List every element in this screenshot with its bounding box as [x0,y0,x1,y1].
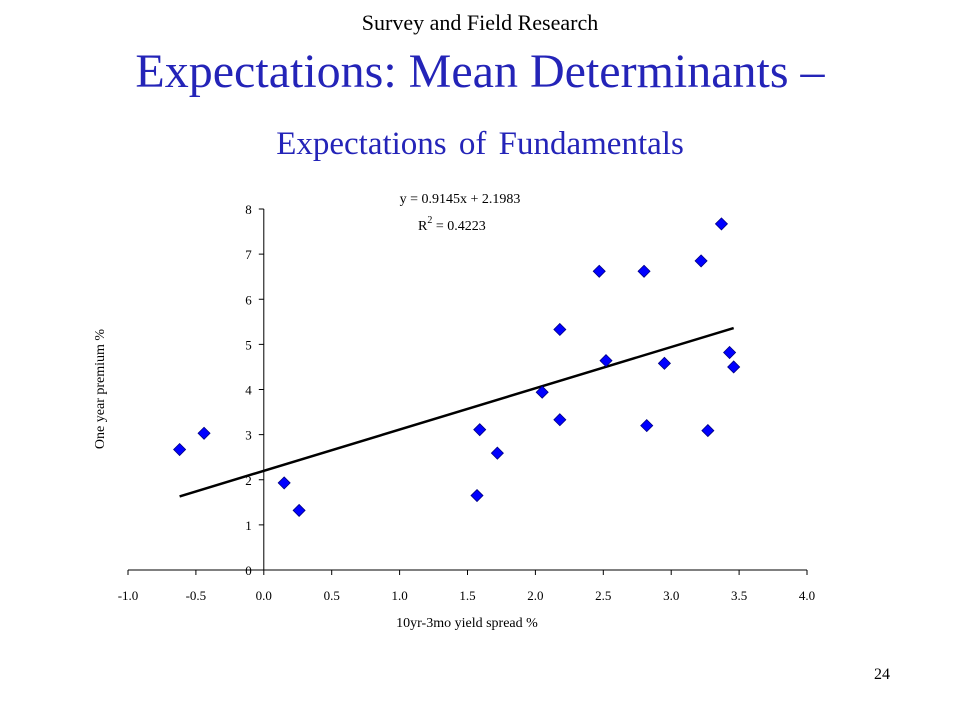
data-point [473,423,487,437]
x-tick-label: 0.5 [324,588,340,603]
x-tick-label: 2.5 [595,588,611,603]
y-tick-label: 7 [245,247,252,262]
data-point [292,503,306,518]
r-squared-exponent: 2 [427,215,432,226]
data-point [553,413,567,427]
data-points [173,217,741,518]
y-tick-label: 1 [245,518,252,533]
y-tick-label: 6 [245,292,252,307]
data-point [197,426,211,440]
data-point [173,442,187,457]
data-point [640,419,654,433]
slide-subtitle: Expectations of Fundamentals [276,126,684,162]
data-point [694,254,708,268]
data-point [637,264,651,278]
y-tick-label: 0 [245,563,252,578]
y-axis-label: One year premium % [93,329,108,449]
x-tick-label: 3.5 [731,588,747,603]
x-tick-label: 1.5 [459,588,475,603]
trendline-equation: y = 0.9145x + 2.1983 [400,192,521,207]
y-tick-label: 3 [245,428,252,443]
x-tick-label: 0.0 [256,588,272,603]
data-point [701,423,715,438]
y-tick-label: 5 [245,337,252,352]
x-tick-label: 1.0 [391,588,407,603]
data-point [599,354,613,368]
x-tick-label: 2.0 [527,588,543,603]
chart-axes: 0 1 2 3 4 5 6 7 8 -1.0 -0.5 0.0 0.5 1.0 1.5 2.0 2.5 3.0 3.… [118,202,815,603]
data-point [490,446,504,460]
x-tick-label: -1.0 [118,588,139,603]
trendline [179,326,735,498]
y-tick-label: 8 [245,202,252,217]
data-point [277,476,291,490]
data-point [727,360,741,374]
data-point [470,488,484,503]
x-tick-label: 3.0 [663,588,679,603]
x-axis-label: 10yr-3mo yield spread % [396,616,538,631]
x-tick-label: -0.5 [186,588,207,603]
slide-supertitle: Survey and Field Research [361,10,599,35]
y-tick-label: 4 [245,383,252,398]
r-squared-prefix: R [418,219,428,234]
r-squared-label: R2 = 0.4223 [418,215,486,234]
page-number: 24 [874,666,890,683]
data-point [535,385,549,399]
r-squared-value: = 0.4223 [432,219,485,234]
data-point [723,345,737,360]
data-point [714,217,729,231]
y-tick-label: 2 [245,473,252,488]
data-point [592,264,606,278]
x-tick-label: 4.0 [799,588,815,603]
trendline-group [179,326,735,498]
data-point [657,356,671,370]
slide-title: Expectations: Mean Determinants – [135,45,825,98]
data-point [553,322,567,337]
